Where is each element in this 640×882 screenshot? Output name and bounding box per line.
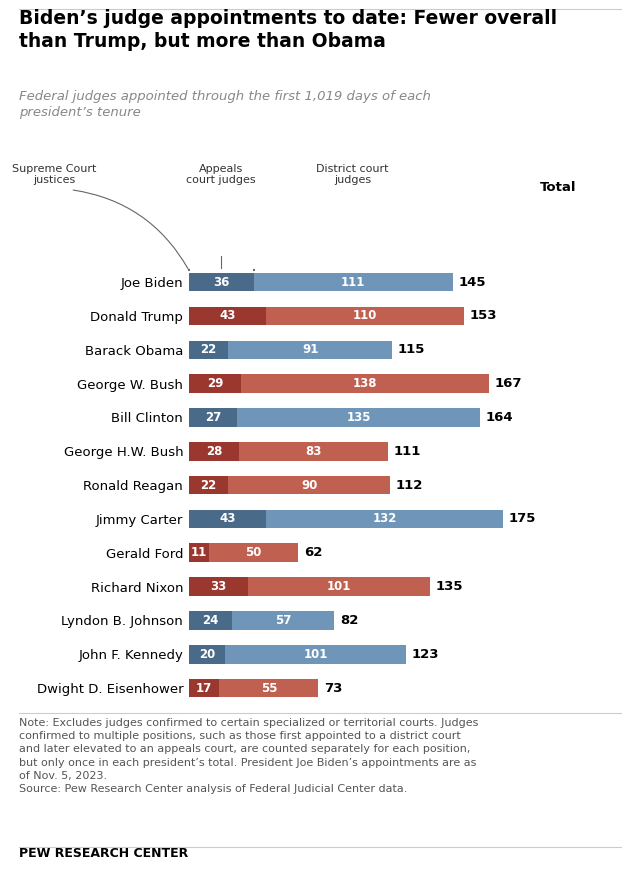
Text: 167: 167 [495, 377, 522, 390]
Text: 82: 82 [340, 614, 358, 627]
Text: District court
judges: District court judges [316, 164, 388, 185]
Text: 24: 24 [202, 614, 219, 627]
Text: 153: 153 [469, 310, 497, 323]
Bar [189, 273, 253, 291]
Text: 43: 43 [220, 310, 236, 323]
Bar [189, 340, 228, 359]
Text: Federal judges appointed through the first 1,019 days of each
president’s tenure: Federal judges appointed through the fir… [19, 90, 431, 119]
Text: 164: 164 [486, 411, 513, 424]
Text: 62: 62 [304, 546, 323, 559]
Text: 135: 135 [435, 580, 463, 593]
Text: 91: 91 [302, 343, 318, 356]
Text: 17: 17 [196, 682, 212, 694]
Bar [253, 273, 453, 291]
Text: •: • [188, 268, 191, 274]
Text: 22: 22 [200, 343, 217, 356]
Bar [189, 374, 241, 393]
Text: 175: 175 [509, 512, 536, 526]
Bar [228, 340, 392, 359]
Bar [189, 611, 232, 630]
Text: 27: 27 [205, 411, 221, 424]
Text: 112: 112 [396, 479, 423, 491]
Bar [189, 679, 220, 698]
Text: 36: 36 [213, 276, 229, 288]
Bar [189, 408, 237, 427]
Text: PEW RESEARCH CENTER: PEW RESEARCH CENTER [19, 847, 188, 860]
Bar [266, 307, 464, 325]
Bar [241, 374, 489, 393]
Text: 132: 132 [372, 512, 397, 526]
Bar [189, 577, 248, 596]
Text: Biden’s judge appointments to date: Fewer overall
than Trump, but more than Obam: Biden’s judge appointments to date: Fewe… [19, 9, 557, 50]
Text: 111: 111 [394, 445, 421, 458]
Bar [189, 645, 225, 663]
Text: 22: 22 [200, 479, 217, 491]
Text: Note: Excludes judges confirmed to certain specialized or territorial courts. Ju: Note: Excludes judges confirmed to certa… [19, 718, 479, 794]
Bar [248, 577, 429, 596]
Bar [189, 543, 209, 562]
Bar [225, 645, 406, 663]
Text: Appeals
court judges: Appeals court judges [186, 164, 256, 185]
Text: 101: 101 [327, 580, 351, 593]
Text: 29: 29 [207, 377, 223, 390]
Text: 28: 28 [206, 445, 222, 458]
Text: 101: 101 [303, 647, 328, 661]
Text: 135: 135 [346, 411, 371, 424]
Text: 123: 123 [412, 647, 439, 661]
Text: 43: 43 [220, 512, 236, 526]
Bar [228, 475, 390, 495]
Text: •: • [252, 268, 255, 274]
Text: 57: 57 [275, 614, 291, 627]
Bar [239, 442, 388, 460]
Text: Supreme Court
justices: Supreme Court justices [12, 164, 97, 185]
Text: 115: 115 [397, 343, 425, 356]
Bar [237, 408, 480, 427]
Bar [189, 510, 266, 528]
Bar [189, 307, 266, 325]
Bar [209, 543, 298, 562]
Bar [266, 510, 504, 528]
Bar [232, 611, 335, 630]
Text: 110: 110 [353, 310, 377, 323]
Text: 145: 145 [458, 276, 486, 288]
Text: 83: 83 [305, 445, 322, 458]
Text: Total: Total [540, 181, 576, 194]
Text: 138: 138 [353, 377, 377, 390]
Text: 111: 111 [341, 276, 365, 288]
Text: 11: 11 [191, 546, 207, 559]
Bar [189, 442, 239, 460]
Text: 50: 50 [245, 546, 262, 559]
Text: 90: 90 [301, 479, 317, 491]
Text: 33: 33 [211, 580, 227, 593]
Bar [189, 475, 228, 495]
Text: 55: 55 [260, 682, 277, 694]
Bar [220, 679, 318, 698]
Text: 73: 73 [324, 682, 342, 694]
Text: 20: 20 [198, 647, 215, 661]
